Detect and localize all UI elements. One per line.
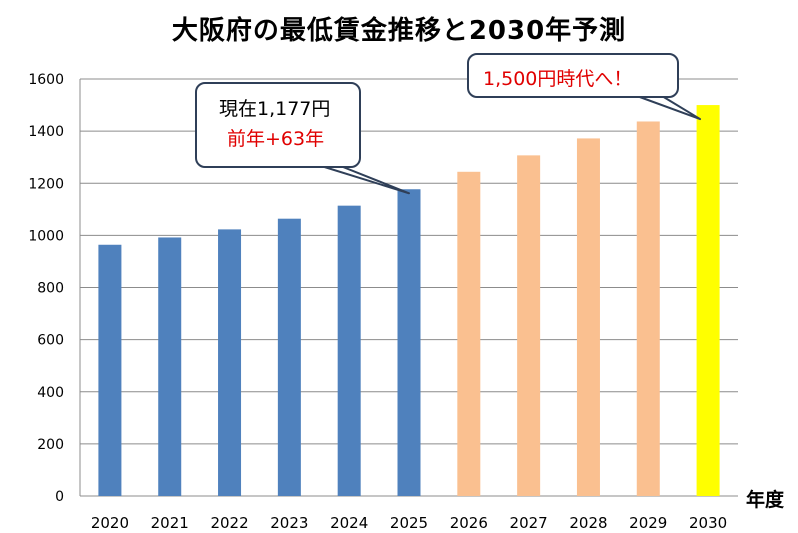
callout-2030-target: 1,500円時代へ！ [467, 53, 679, 98]
x-tick-label: 2025 [390, 514, 428, 532]
y-axis-ticks: 0 200 400 600 800 1000 1200 1400 1600 [28, 72, 64, 505]
callout-current-wage: 現在1,177円 前年+63年 [195, 82, 361, 168]
y-tick-label: 0 [55, 489, 64, 505]
x-tick-label: 2026 [450, 514, 488, 532]
x-tick-label: 2022 [210, 514, 248, 532]
x-axis-ticks: 2020 2021 2022 2023 2024 2025 2026 2027 2028 2029… [91, 514, 727, 532]
x-tick-label: 2021 [151, 514, 189, 532]
y-tick-label: 1000 [28, 228, 64, 244]
callout-current-line-1: 現在1,177円 [219, 98, 331, 120]
bar-2025 [397, 189, 421, 496]
callout-2030-line-1: 1,500円時代へ！ [483, 68, 633, 90]
bar-2022 [218, 229, 242, 497]
bar-2023 [277, 218, 301, 496]
bar-2020 [98, 244, 122, 496]
x-tick-label: 2023 [270, 514, 308, 532]
y-tick-label: 1600 [28, 72, 64, 88]
x-tick-label: 2020 [91, 514, 129, 532]
x-tick-label: 2030 [689, 514, 727, 532]
x-tick-label: 2027 [510, 514, 548, 532]
x-tick-label: 2029 [629, 514, 667, 532]
y-tick-label: 800 [37, 281, 64, 297]
bar-2021 [158, 237, 182, 496]
bar-2026 [457, 171, 481, 496]
callout-2030-pointer [636, 95, 702, 121]
callout-current-line-2: 前年+63年 [227, 128, 325, 150]
y-tick-label: 200 [37, 437, 64, 453]
bar-2029 [636, 121, 660, 496]
bar-2024 [337, 205, 361, 496]
y-tick-label: 1400 [28, 124, 64, 140]
y-tick-label: 400 [37, 385, 64, 401]
x-tick-label: 2028 [569, 514, 607, 532]
callout-current-pointer [317, 164, 410, 195]
bar-2030 [696, 105, 720, 496]
x-tick-label: 2024 [330, 514, 368, 532]
bars [98, 105, 720, 497]
bar-2027 [517, 155, 541, 496]
y-tick-label: 600 [37, 333, 64, 349]
chart-title: 大阪府の最低賃金推移と2030年予測 [171, 16, 627, 46]
y-tick-label: 1200 [28, 176, 64, 192]
x-axis-label: 年度 [746, 489, 785, 511]
bar-2028 [576, 138, 600, 497]
